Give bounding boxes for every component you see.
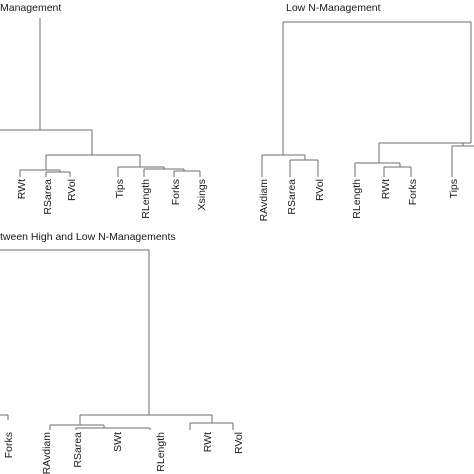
leaf-label: RVol (233, 432, 245, 454)
leaf-label: SWt (112, 432, 124, 452)
leaf-label: RSarea (72, 432, 84, 468)
leaf-label: RLength (155, 432, 167, 472)
leaf-label: RLength (140, 179, 152, 219)
leaf-label: Tips (114, 179, 126, 198)
leaf-label: RVol (314, 179, 326, 201)
leaf-label: Forks (170, 179, 182, 205)
leaf-label: Tips (448, 179, 460, 198)
leaf-label: RWt (202, 432, 214, 452)
leaf-label: RWt (380, 179, 392, 199)
leaf-label: RWt (16, 179, 28, 199)
leaf-label: RAvdiam (41, 432, 53, 474)
leaf-label: RVol (66, 179, 78, 201)
panel-title-low-n: Low N-Management (286, 2, 381, 14)
leaf-label: RSarea (286, 179, 298, 215)
leaf-label: RSarea (42, 179, 54, 215)
leaf-label: RAvdiam (258, 179, 270, 222)
dendrogram-high-n: Management RWt RSarea RVol Tips RLength … (0, 2, 208, 219)
panel-title-between: tween High and Low N-Managements (0, 231, 176, 243)
leaf-label: RLength (351, 179, 363, 219)
leaf-label: Xsings (196, 179, 208, 211)
dendrogram-low-n: Low N-Management RAvdiam RSarea RVol RLe… (258, 2, 474, 221)
leaf-label: Forks (3, 432, 15, 458)
panel-title-high-n: Management (0, 2, 61, 14)
dendrogram-between: tween High and Low N-Managements Forks R… (0, 231, 245, 474)
leaf-label: Forks (407, 179, 419, 205)
